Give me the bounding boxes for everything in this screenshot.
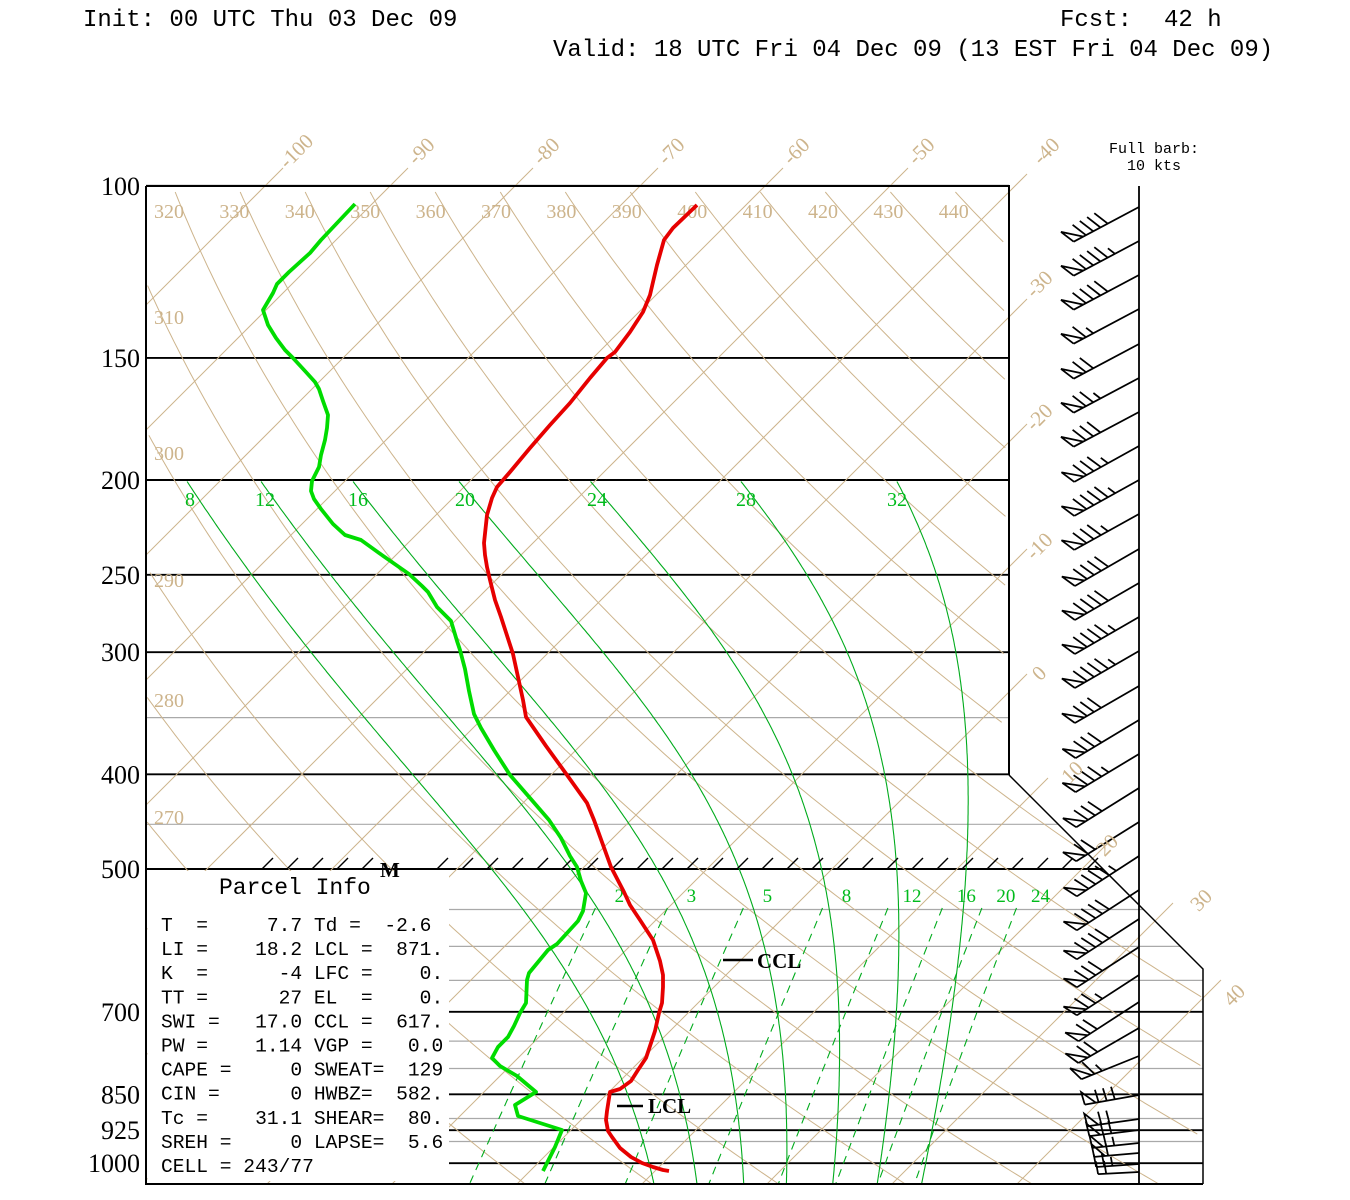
svg-text:8: 8 (842, 886, 852, 907)
svg-text:20: 20 (455, 489, 475, 511)
svg-text:700: 700 (101, 998, 140, 1027)
svg-text:300: 300 (154, 443, 184, 465)
svg-text:310: 310 (154, 307, 184, 329)
svg-text:440: 440 (939, 201, 969, 223)
svg-text:-70: -70 (653, 133, 690, 170)
svg-text:400: 400 (101, 760, 140, 789)
svg-text:20: 20 (996, 886, 1015, 907)
svg-text:Valid: 18 UTC Fri 04 Dec 09 (1: Valid: 18 UTC Fri 04 Dec 09 (13 EST Fri … (553, 37, 1273, 64)
svg-text:-20: -20 (1021, 399, 1058, 436)
svg-text:42 h: 42 h (1164, 7, 1222, 34)
svg-text:40: 40 (1218, 979, 1250, 1011)
svg-text:Parcel Info: Parcel Info (219, 875, 371, 901)
svg-text:T = 7.7 Td = -2.6: T = 7.7 Td = -2.6 (161, 915, 431, 937)
svg-text:TT = 27 EL = 0.: TT = 27 EL = 0. (161, 987, 443, 1009)
svg-text:2: 2 (615, 886, 625, 907)
svg-text:270: 270 (154, 807, 184, 829)
svg-text:250: 250 (101, 561, 140, 590)
svg-text:370: 370 (481, 201, 511, 223)
svg-text:-80: -80 (528, 133, 565, 170)
svg-text:290: 290 (154, 570, 184, 592)
svg-text:Init: 00 UTC Thu 03 Dec 09: Init: 00 UTC Thu 03 Dec 09 (83, 7, 457, 34)
svg-text:420: 420 (808, 201, 838, 223)
svg-text:-30: -30 (1021, 266, 1058, 303)
svg-text:300: 300 (101, 638, 140, 667)
svg-text:M: M (380, 858, 400, 882)
svg-text:430: 430 (873, 201, 903, 223)
svg-text:5: 5 (763, 886, 773, 907)
svg-text:380: 380 (546, 201, 576, 223)
svg-text:Fcst:: Fcst: (1060, 7, 1132, 34)
svg-text:410: 410 (743, 201, 773, 223)
svg-text:360: 360 (416, 201, 446, 223)
svg-text:20: 20 (1091, 829, 1123, 861)
svg-text:Tc = 31.1 SHEAR= 80.: Tc = 31.1 SHEAR= 80. (161, 1108, 443, 1130)
svg-text:-40: -40 (1028, 133, 1065, 170)
svg-text:LCL: LCL (648, 1094, 691, 1118)
svg-text:12: 12 (902, 886, 921, 907)
svg-text:-90: -90 (403, 133, 440, 170)
svg-text:925: 925 (101, 1116, 140, 1145)
svg-text:100: 100 (101, 172, 140, 201)
svg-text:24: 24 (587, 489, 607, 511)
svg-text:0: 0 (1027, 661, 1051, 685)
svg-text:500: 500 (101, 855, 140, 884)
svg-text:LI = 18.2 LCL = 871.: LI = 18.2 LCL = 871. (161, 939, 443, 961)
svg-text:16: 16 (348, 489, 368, 511)
svg-text:850: 850 (101, 1080, 140, 1109)
svg-text:SWI = 17.0 CCL = 617.: SWI = 17.0 CCL = 617. (161, 1011, 443, 1033)
svg-text:330: 330 (219, 201, 249, 223)
svg-text:280: 280 (154, 690, 184, 712)
svg-text:16: 16 (957, 886, 976, 907)
svg-text:10 kts: 10 kts (1127, 158, 1181, 175)
svg-text:1000: 1000 (88, 1149, 140, 1178)
svg-text:3: 3 (687, 886, 697, 907)
svg-text:200: 200 (101, 466, 140, 495)
svg-text:150: 150 (101, 344, 140, 373)
svg-text:CAPE = 0 SWEAT= 129: CAPE = 0 SWEAT= 129 (161, 1060, 443, 1082)
svg-text:CIN = 0 HWBZ= 582.: CIN = 0 HWBZ= 582. (161, 1084, 443, 1106)
svg-text:-100: -100 (274, 129, 318, 173)
svg-text:390: 390 (612, 201, 642, 223)
svg-text:340: 340 (285, 201, 315, 223)
svg-text:SREH = 0 LAPSE= 5.6: SREH = 0 LAPSE= 5.6 (161, 1132, 443, 1154)
svg-text:350: 350 (350, 201, 380, 223)
svg-text:-60: -60 (778, 133, 815, 170)
svg-text:30: 30 (1185, 884, 1217, 916)
svg-text:8: 8 (185, 489, 195, 511)
svg-text:28: 28 (736, 489, 756, 511)
svg-text:-50: -50 (903, 133, 940, 170)
svg-text:Full barb:: Full barb: (1109, 141, 1199, 158)
svg-text:10: 10 (1056, 756, 1088, 788)
svg-text:CCL: CCL (757, 949, 801, 973)
svg-text:12: 12 (255, 489, 275, 511)
svg-text:PW = 1.14 VGP = 0.0: PW = 1.14 VGP = 0.0 (161, 1036, 443, 1058)
svg-text:32: 32 (887, 489, 907, 511)
svg-text:320: 320 (154, 201, 184, 223)
svg-text:K = -4 LFC = 0.: K = -4 LFC = 0. (161, 963, 443, 985)
svg-text:CELL = 243/77: CELL = 243/77 (161, 1156, 314, 1178)
svg-text:-10: -10 (1021, 528, 1058, 565)
svg-text:24: 24 (1031, 886, 1051, 907)
